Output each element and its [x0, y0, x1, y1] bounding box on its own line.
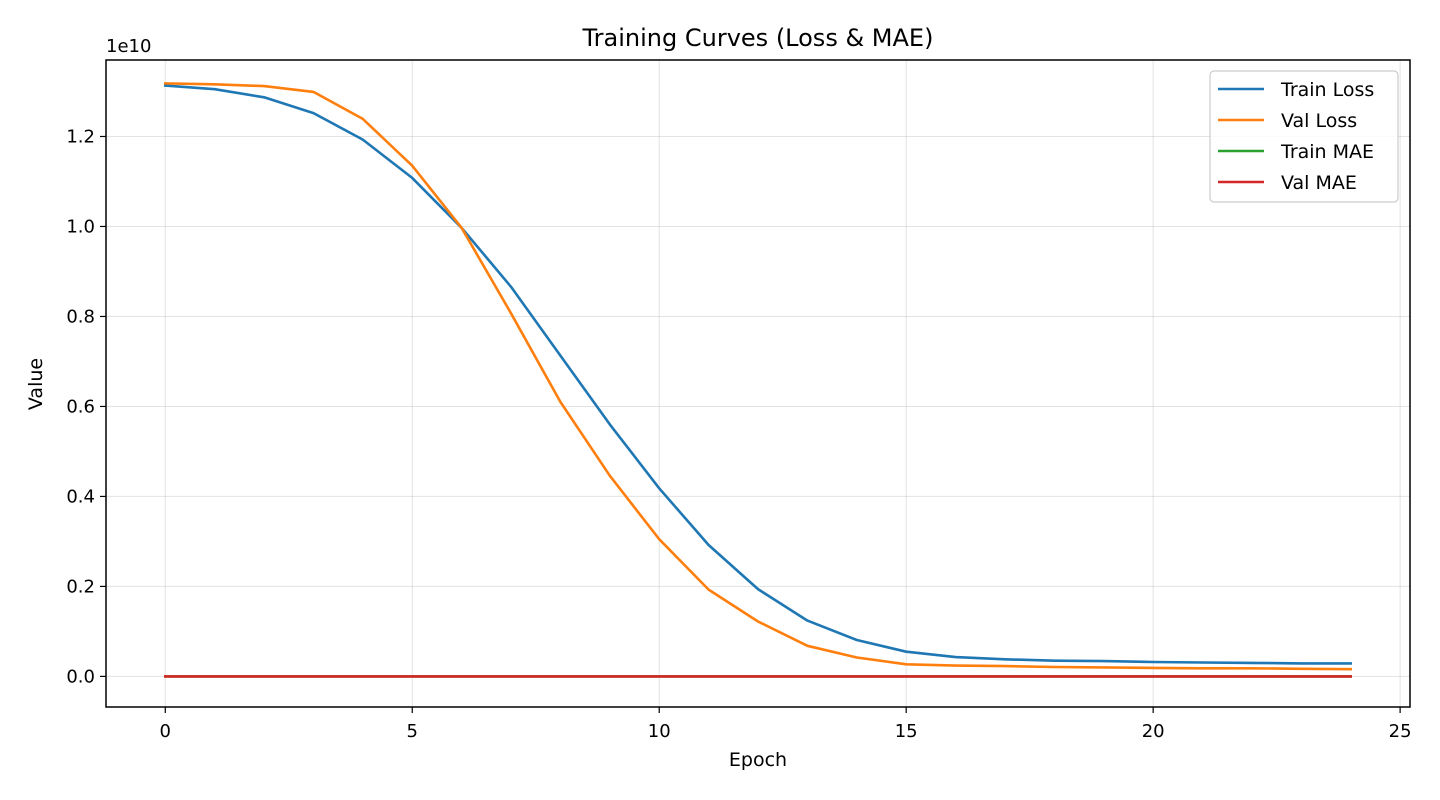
y-axis-label: Value	[25, 358, 47, 410]
series-line-train-loss	[163, 84, 1352, 665]
plot-series	[163, 82, 1353, 678]
y-tick-label: 0.6	[66, 396, 95, 417]
x-tick-label: 20	[1142, 721, 1165, 742]
x-tick-label: 15	[895, 721, 918, 742]
x-tick-label: 25	[1389, 721, 1412, 742]
x-axis-ticks: 0 5 10 15 20 25	[160, 707, 1412, 742]
chart-title: Training Curves (Loss & MAE)	[582, 24, 934, 52]
x-axis-label: Epoch	[729, 749, 787, 771]
legend-label-train-loss: Train Loss	[1280, 79, 1374, 101]
plot-frame	[105, 59, 1411, 708]
x-tick-label: 0	[160, 721, 171, 742]
grid	[106, 60, 1410, 707]
legend-label-val-mae: Val MAE	[1281, 172, 1357, 194]
legend-box	[1209, 70, 1399, 203]
x-tick-label: 10	[648, 721, 671, 742]
y-tick-label: 0.2	[66, 576, 95, 597]
y-axis-ticks: 0.0 0.2 0.4 0.6 0.8 1.0 1.2	[66, 126, 106, 687]
y-tick-label: 1.2	[66, 126, 95, 147]
y-tick-label: 1.0	[66, 216, 95, 237]
y-tick-label: 0.4	[66, 486, 95, 507]
y-tick-label: 0.0	[66, 666, 95, 687]
x-tick-label: 5	[407, 721, 418, 742]
legend: Train Loss Val Loss Train MAE Val MAE	[1209, 70, 1399, 203]
legend-label-val-loss: Val Loss	[1281, 110, 1357, 132]
series-line-val-loss	[163, 82, 1353, 671]
y-tick-label: 0.8	[66, 306, 95, 327]
y-axis-offset-label: 1e10	[106, 36, 151, 57]
legend-label-train-mae: Train MAE	[1280, 141, 1374, 163]
